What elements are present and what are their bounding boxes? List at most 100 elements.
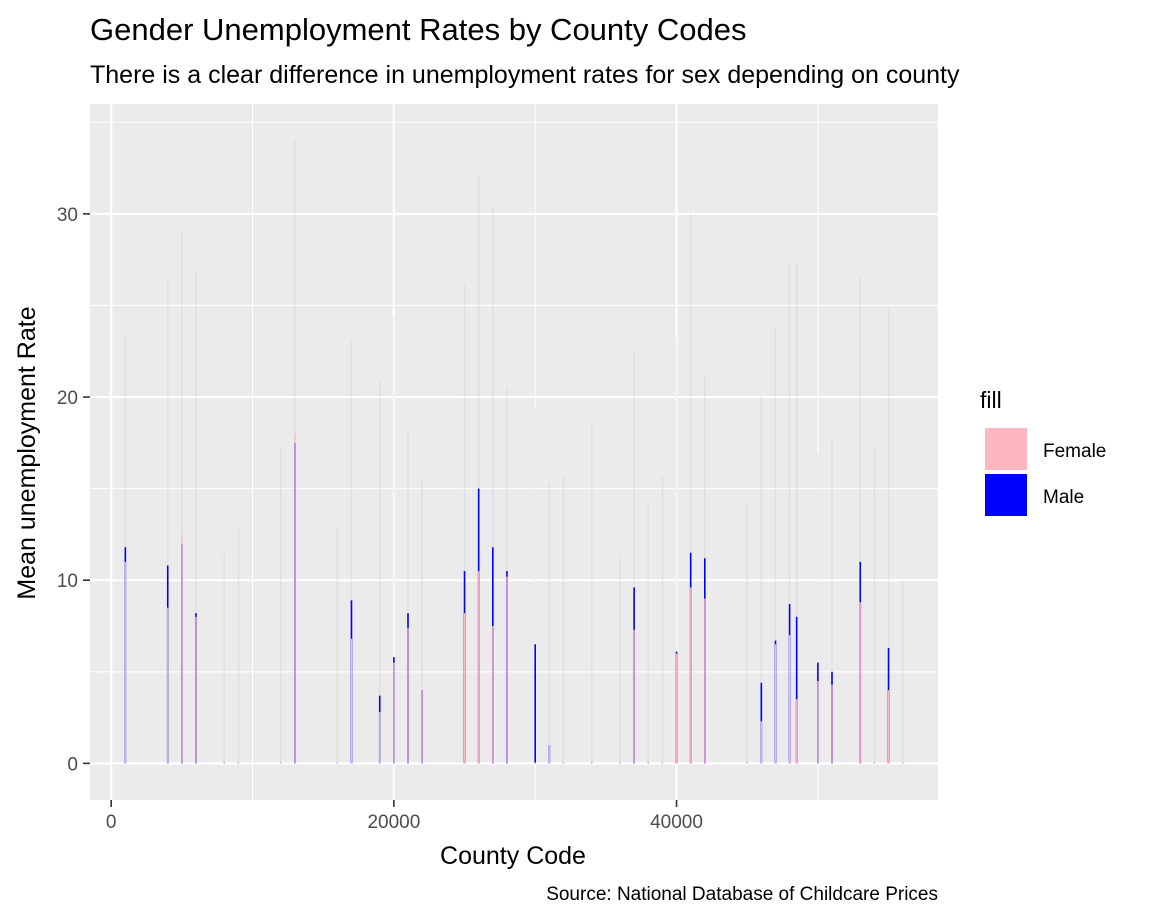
range-streak bbox=[675, 337, 678, 764]
range-streak bbox=[336, 527, 339, 764]
range-streak bbox=[619, 554, 621, 764]
range-streak bbox=[181, 229, 183, 764]
legend-key-female bbox=[983, 426, 1029, 472]
bar-female bbox=[902, 762, 904, 764]
range-streak bbox=[647, 501, 650, 764]
x-tick-label: 20000 bbox=[367, 812, 420, 833]
range-streak bbox=[350, 338, 353, 764]
range-streak bbox=[534, 408, 536, 764]
range-streak bbox=[195, 273, 197, 764]
y-tick-label: 0 bbox=[67, 754, 78, 775]
bar-female bbox=[647, 762, 649, 764]
bar-female bbox=[534, 762, 536, 764]
legend-key-male bbox=[983, 472, 1029, 518]
range-streak bbox=[774, 326, 777, 764]
bar-female bbox=[831, 684, 833, 764]
bar-female bbox=[478, 571, 480, 764]
bar-female bbox=[633, 629, 635, 764]
bar-female bbox=[223, 762, 225, 764]
bar-female bbox=[294, 433, 296, 764]
range-streak bbox=[421, 480, 423, 764]
bar-female bbox=[421, 690, 423, 764]
range-streak bbox=[795, 263, 798, 764]
bars-layer bbox=[124, 140, 904, 764]
bar-female bbox=[181, 534, 183, 764]
y-axis: 0 10 20 30 bbox=[57, 205, 90, 775]
bar-female bbox=[887, 690, 890, 764]
range-streak bbox=[689, 212, 692, 764]
range-streak bbox=[661, 475, 664, 764]
legend-label-female: Female bbox=[1043, 441, 1106, 462]
bar-female bbox=[463, 613, 466, 764]
bar-female bbox=[796, 699, 798, 764]
range-streak bbox=[463, 283, 466, 764]
range-streak bbox=[223, 554, 226, 764]
x-axis: 0 20000 40000 bbox=[106, 800, 703, 833]
chart-caption: Source: National Database of Childcare P… bbox=[546, 884, 938, 905]
x-tick-label: 40000 bbox=[650, 812, 703, 833]
bar-female bbox=[562, 762, 565, 764]
range-streak bbox=[548, 483, 551, 764]
bar-female bbox=[675, 653, 678, 764]
bar-female bbox=[336, 762, 338, 764]
bar-female bbox=[619, 762, 621, 764]
bar-female bbox=[167, 607, 169, 764]
bar-female bbox=[492, 626, 494, 764]
bar-female bbox=[350, 638, 353, 764]
bar-female bbox=[746, 762, 748, 764]
plot-panel bbox=[90, 104, 938, 800]
range-streak bbox=[817, 453, 819, 764]
range-streak bbox=[280, 449, 282, 764]
bar-female bbox=[760, 721, 762, 764]
bar-female bbox=[817, 680, 819, 764]
range-streak bbox=[393, 316, 395, 764]
range-streak bbox=[492, 207, 494, 764]
bar-female bbox=[789, 635, 791, 764]
legend-title: fill bbox=[980, 387, 1002, 413]
y-axis-title: Mean unemployment Rate bbox=[13, 306, 41, 599]
bar-female bbox=[591, 762, 593, 764]
bar-female bbox=[237, 762, 239, 764]
bar-female bbox=[124, 561, 126, 764]
range-streak bbox=[562, 475, 565, 764]
legend-label-male: Male bbox=[1043, 487, 1084, 508]
bar-female bbox=[506, 576, 508, 764]
chart-title: Gender Unemployment Rates by County Code… bbox=[90, 12, 747, 47]
range-streak bbox=[831, 436, 833, 764]
bar-female bbox=[379, 712, 381, 764]
range-streak bbox=[590, 423, 593, 764]
range-streak bbox=[477, 174, 480, 764]
range-streak bbox=[873, 449, 876, 764]
bar-female bbox=[704, 598, 706, 764]
bar-female bbox=[661, 762, 663, 764]
chart-subtitle: There is a clear difference in unemploym… bbox=[90, 61, 960, 89]
range-streak bbox=[166, 277, 169, 764]
bar-female bbox=[690, 587, 692, 764]
bar-female bbox=[393, 662, 395, 764]
panel-background bbox=[90, 104, 938, 800]
range-streak bbox=[901, 580, 904, 764]
bar-female bbox=[407, 627, 409, 764]
range-streak bbox=[887, 307, 890, 764]
bar-female bbox=[873, 762, 875, 764]
range-streak bbox=[407, 430, 409, 764]
bar-male bbox=[795, 616, 798, 764]
y-tick-label: 30 bbox=[57, 205, 78, 226]
bar-female bbox=[548, 745, 550, 764]
range-streak bbox=[633, 352, 635, 764]
bar-female bbox=[280, 762, 282, 764]
bar-male bbox=[534, 644, 536, 764]
x-tick-label: 0 bbox=[106, 812, 117, 833]
range-streak bbox=[378, 381, 381, 764]
legend: fill Female Male bbox=[980, 387, 1106, 518]
bar-female bbox=[774, 644, 777, 764]
range-streak bbox=[237, 527, 240, 764]
range-streak bbox=[760, 394, 763, 764]
range-streak bbox=[859, 274, 862, 764]
y-tick-label: 10 bbox=[57, 571, 78, 592]
x-axis-title: County Code bbox=[440, 842, 586, 870]
bar-female bbox=[859, 602, 861, 764]
range-streak bbox=[788, 263, 791, 764]
range-streak bbox=[746, 501, 748, 764]
